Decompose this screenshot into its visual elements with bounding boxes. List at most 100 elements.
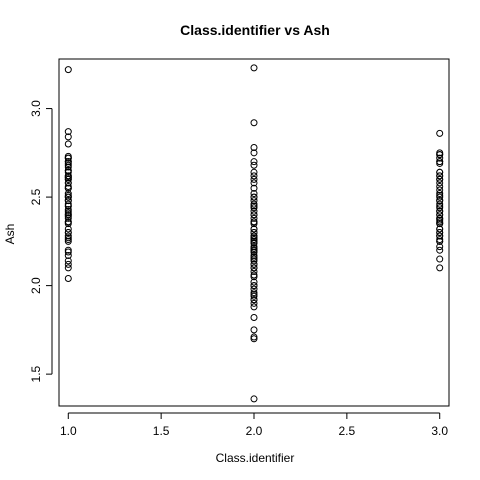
data-point [436, 229, 444, 236]
data-point [250, 161, 258, 169]
data-point [250, 244, 258, 252]
data-point [64, 264, 72, 272]
data-point [436, 158, 444, 166]
data-point [250, 172, 258, 180]
data-point [64, 172, 72, 180]
data-point [250, 193, 258, 201]
data-point [64, 211, 72, 219]
x-tick-label: 1.0 [60, 424, 77, 438]
data-point [250, 149, 258, 157]
data-point [436, 246, 444, 254]
data-point [64, 133, 72, 141]
data-point [250, 175, 258, 183]
data-point [250, 197, 258, 205]
y-tick-label: 1.5 [29, 365, 43, 382]
chart-title: Class.identifier vs Ash [180, 22, 330, 38]
data-point [250, 303, 258, 311]
data-point [250, 207, 258, 215]
data-point [64, 218, 72, 226]
data-point [250, 282, 258, 290]
data-point [436, 220, 444, 228]
data-point [436, 186, 444, 194]
x-tick-label: 2.0 [246, 424, 263, 438]
data-point [436, 202, 444, 210]
data-point [436, 191, 444, 199]
data-point [250, 264, 258, 272]
data-point [250, 236, 258, 244]
data-point [64, 197, 72, 205]
data-point [250, 273, 258, 281]
data-point [250, 326, 258, 334]
data-point [64, 128, 72, 136]
data-point [64, 260, 72, 268]
data-point [250, 214, 258, 222]
data-point [250, 184, 258, 192]
data-point [250, 395, 258, 403]
data-point [250, 202, 258, 210]
data-point [250, 267, 258, 275]
data-point [64, 257, 72, 265]
data-point [250, 229, 258, 236]
data-point [436, 225, 444, 233]
data-point [64, 229, 72, 236]
data-point [436, 129, 444, 137]
data-point [250, 313, 258, 321]
data-point [250, 119, 258, 127]
data-point [436, 179, 444, 187]
data-point [436, 197, 444, 205]
data-point [64, 158, 72, 166]
data-point [436, 207, 444, 215]
y-tick-label: 2.5 [29, 188, 43, 205]
data-point [250, 278, 258, 286]
data-point [436, 168, 444, 176]
data-point [64, 248, 72, 256]
data-point [250, 64, 258, 72]
data-point [436, 214, 444, 222]
data-point [64, 179, 72, 187]
data-point [64, 193, 72, 201]
data-point [250, 190, 258, 198]
data-point [436, 264, 444, 272]
data-point [436, 243, 444, 251]
data-point [64, 184, 72, 192]
data-point [64, 154, 72, 162]
data-point [436, 151, 444, 159]
x-axis: 1.0 1.5 2.0 2.5 3.0 [60, 412, 448, 438]
data-point [250, 211, 258, 219]
plot-area-frame [58, 58, 450, 407]
y-tick-label: 3.0 [29, 100, 43, 117]
data-point [250, 296, 258, 304]
data-point [436, 232, 444, 240]
data-point [64, 168, 72, 176]
data-point [250, 285, 258, 293]
data-point [436, 172, 444, 180]
data-point [250, 239, 258, 247]
data-point [64, 163, 72, 171]
data-point [436, 154, 444, 162]
data-point [250, 255, 258, 263]
data-point [250, 225, 258, 233]
data-point [250, 290, 258, 298]
data-point [250, 144, 258, 152]
y-tick-label: 2.0 [29, 277, 43, 294]
data-point [250, 158, 258, 166]
x-axis-label: Class.identifier [216, 451, 295, 465]
data-point [64, 140, 72, 148]
data-point [436, 182, 444, 190]
x-tick-label: 1.5 [153, 424, 170, 438]
y-axis: 1.5 2.0 2.5 3.0 [29, 100, 53, 382]
y-axis-label: Ash [3, 224, 17, 245]
data-point [64, 275, 72, 283]
data-point [436, 237, 444, 245]
data-point [250, 168, 258, 176]
data-point [64, 202, 72, 210]
data-point [64, 237, 72, 245]
data-point [436, 255, 444, 263]
data-point [250, 248, 258, 256]
data-point [250, 260, 258, 268]
data-point [250, 218, 258, 226]
x-tick-label: 3.0 [431, 424, 448, 438]
data-points [64, 64, 444, 403]
data-point [64, 252, 72, 260]
